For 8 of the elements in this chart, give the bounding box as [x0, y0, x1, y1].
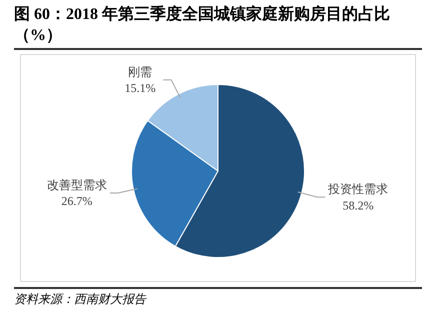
data-label: 58.2%: [342, 198, 374, 212]
slice-label: 刚需: [128, 64, 152, 79]
text: 资料来源：西南财大报告: [14, 291, 148, 307]
data-label: 26.7%: [61, 194, 92, 208]
slice-label: 投资性需求: [327, 182, 388, 196]
data-label: 15.1%: [124, 80, 156, 95]
chart-title: 图 60：2018 年第三季度全国城镇家庭新购房目的占比（%）: [14, 4, 422, 50]
slice-label: 改善型需求: [46, 178, 107, 192]
